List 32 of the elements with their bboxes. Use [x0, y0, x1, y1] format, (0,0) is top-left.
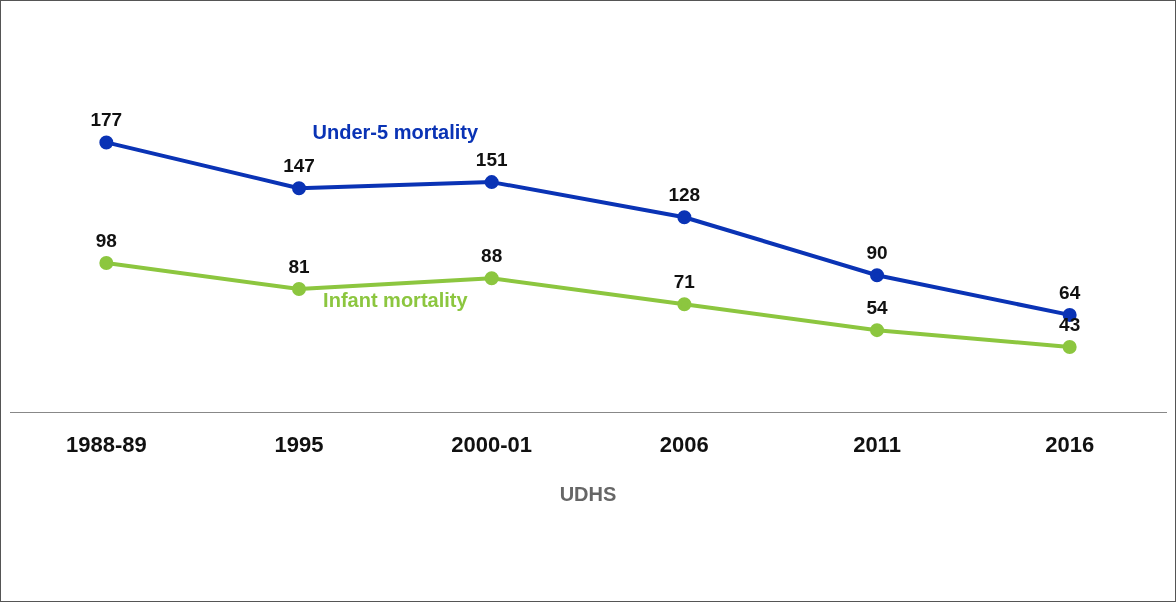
point [292, 281, 306, 296]
point [292, 181, 306, 196]
data-label: 147 [283, 154, 315, 176]
point [484, 175, 499, 190]
data-label: 177 [90, 109, 123, 131]
series-label: Under-5 mortality [312, 120, 479, 143]
point [677, 297, 692, 312]
data-label: 90 [866, 241, 888, 263]
series-label: Infant mortality [323, 289, 469, 312]
data-label: 64 [1059, 281, 1081, 303]
data-label: 71 [673, 270, 696, 292]
point [99, 256, 114, 271]
point [484, 271, 499, 286]
data-label: 151 [475, 148, 508, 170]
x-tick-label: 2016 [1045, 431, 1095, 457]
data-label: 88 [481, 245, 503, 267]
data-label: 43 [1059, 313, 1081, 335]
point [99, 135, 114, 150]
x-tick-label: 2000-01 [451, 431, 533, 457]
point [677, 210, 692, 225]
x-tick-label: 2006 [659, 431, 709, 457]
x-tick-label: 1988-89 [65, 431, 147, 457]
x-tick-label: 2011 [853, 431, 901, 457]
x-tick-label: 1995 [274, 431, 324, 457]
data-label: 54 [866, 296, 888, 318]
x-axis-title: UDHS [559, 482, 617, 505]
point [1062, 339, 1077, 354]
data-label: 128 [668, 183, 701, 205]
data-label: 98 [95, 229, 117, 251]
data-label: 81 [288, 255, 310, 277]
point [870, 268, 884, 283]
point [870, 323, 884, 338]
